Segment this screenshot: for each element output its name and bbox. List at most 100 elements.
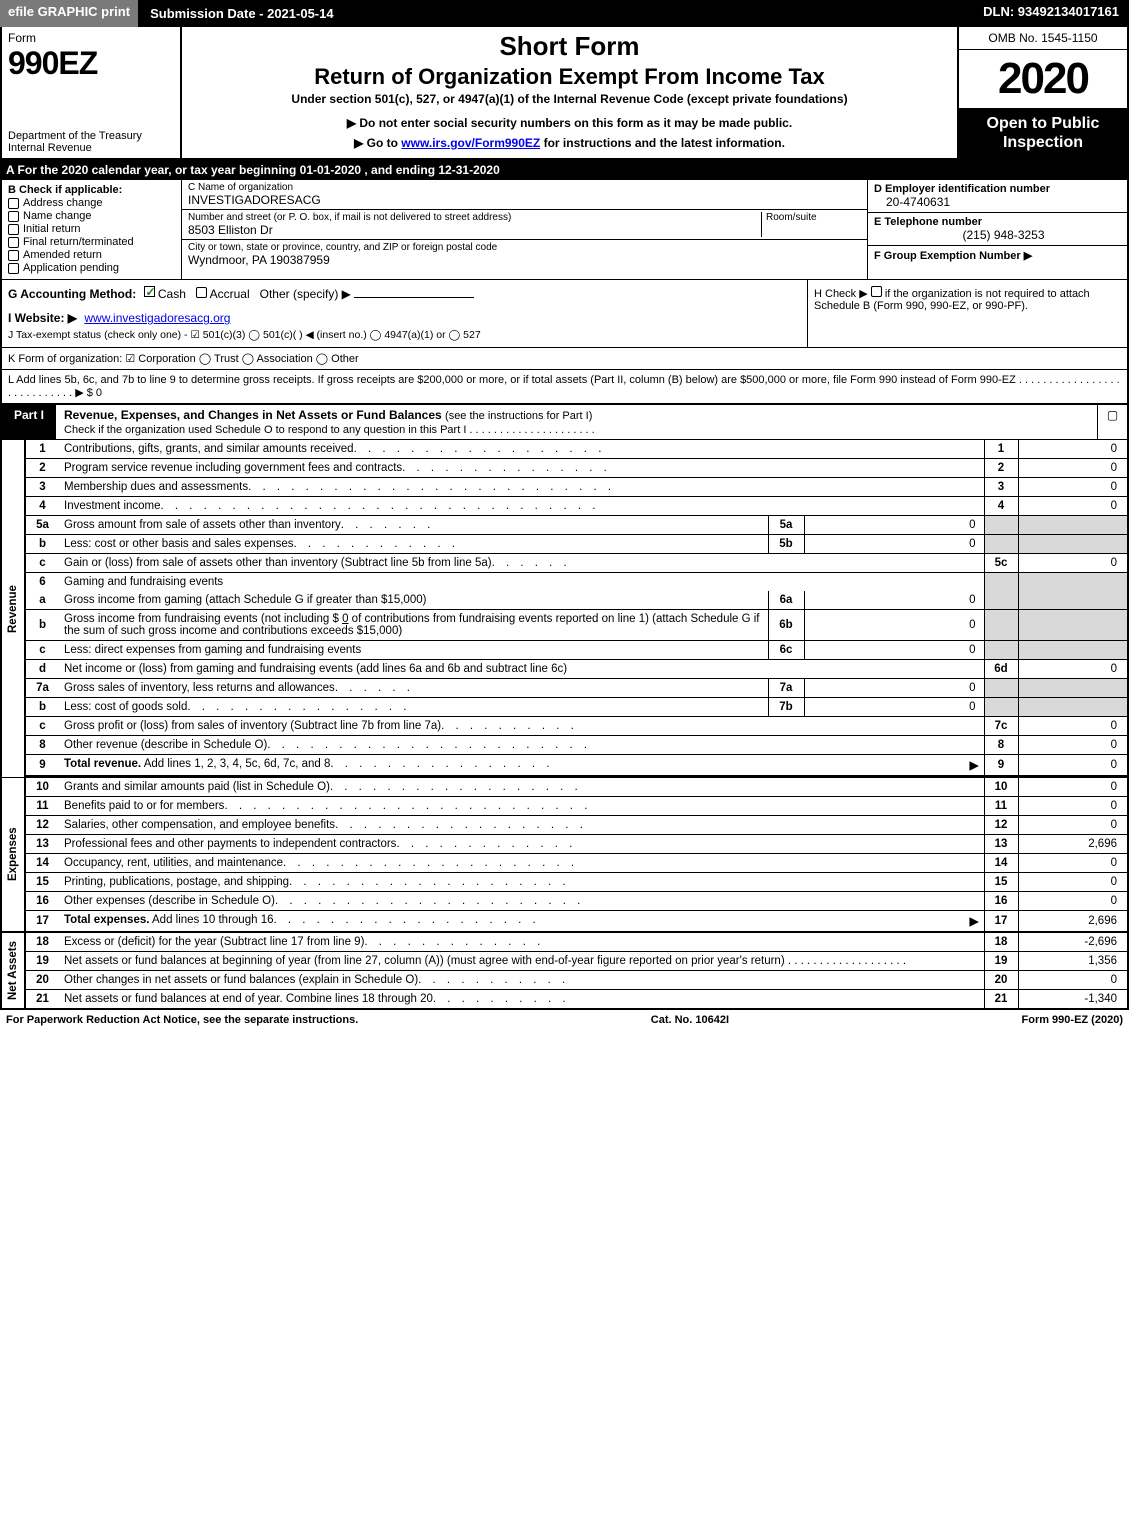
other-specify-field[interactable]: [354, 297, 474, 298]
line-5a: 5a Gross amount from sale of assets othe…: [1, 516, 1128, 535]
l5c-val: 0: [1018, 554, 1128, 573]
l14-desc: Occupancy, rent, utilities, and maintena…: [64, 857, 283, 869]
l12-desc: Salaries, other compensation, and employ…: [64, 819, 335, 831]
dots-icon: . . . . . . . . . . . . . . . . . .: [335, 819, 978, 831]
l21-desc: Net assets or fund balances at end of ye…: [64, 993, 433, 1005]
other-label: Other (specify) ▶: [260, 287, 351, 301]
instructions-suffix: for instructions and the latest informat…: [544, 136, 785, 150]
l4-desc: Investment income: [64, 500, 161, 512]
box-b-label: B Check if applicable:: [8, 184, 175, 196]
l6b-num: b: [25, 610, 59, 641]
l7b-desc: Less: cost of goods sold: [64, 701, 187, 713]
l15-num: 15: [25, 873, 59, 892]
address-change-label: Address change: [23, 197, 103, 209]
cash-checkbox[interactable]: [144, 286, 155, 297]
tax-exempt-status-line: J Tax-exempt status (check only one) - ☑…: [8, 329, 801, 341]
box-c: C Name of organization INVESTIGADORESACG…: [182, 180, 867, 279]
header-center: Short Form Return of Organization Exempt…: [182, 27, 957, 158]
initial-return-checkbox[interactable]: [8, 224, 19, 235]
efile-print-button[interactable]: efile GRAPHIC print: [0, 0, 138, 27]
form-word: Form: [8, 31, 174, 45]
grey-cell: [984, 591, 1018, 610]
line-13: 13 Professional fees and other payments …: [1, 835, 1128, 854]
website-link[interactable]: www.investigadoresacg.org: [84, 311, 230, 325]
final-return-checkbox[interactable]: [8, 237, 19, 248]
l20-rn: 20: [984, 971, 1018, 990]
dots-icon: . . . . . . . . . . . . . . . . . . . .: [289, 876, 978, 888]
final-return-label: Final return/terminated: [23, 236, 134, 248]
l5a-sv: 0: [804, 516, 984, 535]
l15-desc: Printing, publications, postage, and shi…: [64, 876, 289, 888]
org-addr-cell: Number and street (or P. O. box, if mail…: [182, 210, 867, 240]
line-1: Revenue 1 Contributions, gifts, grants, …: [1, 440, 1128, 459]
l21-num: 21: [25, 990, 59, 1010]
l10-num: 10: [25, 777, 59, 797]
l13-num: 13: [25, 835, 59, 854]
line-9: 9 Total revenue. Add lines 1, 2, 3, 4, 5…: [1, 755, 1128, 776]
l11-num: 11: [25, 797, 59, 816]
l16-desc: Other expenses (describe in Schedule O): [64, 895, 275, 907]
l15-rn: 15: [984, 873, 1018, 892]
dots-icon: . . . . . .: [335, 682, 763, 694]
amended-return-checkbox[interactable]: [8, 250, 19, 261]
line-4: 4 Investment income . . . . . . . . . . …: [1, 497, 1128, 516]
initial-return-label: Initial return: [23, 223, 80, 235]
form-number: 990EZ: [8, 45, 174, 82]
dots-icon: . . . . . . . . . . . . . . . . . . .: [273, 914, 969, 928]
amended-return-label: Amended return: [23, 249, 102, 261]
l6d-val: 0: [1018, 660, 1128, 679]
l7b-num: b: [25, 698, 59, 717]
l2-rn: 2: [984, 459, 1018, 478]
dots-icon: . . . . . . . . . . . . .: [364, 936, 978, 948]
l20-val: 0: [1018, 971, 1128, 990]
l12-rn: 12: [984, 816, 1018, 835]
l14-num: 14: [25, 854, 59, 873]
part1-check-cell[interactable]: ▢: [1097, 405, 1127, 439]
form-subtitle: Under section 501(c), 527, or 4947(a)(1)…: [188, 92, 951, 106]
header-left: Form 990EZ Department of the Treasury In…: [2, 27, 182, 158]
part1-subtitle: Check if the organization used Schedule …: [64, 424, 595, 436]
org-name-cell: C Name of organization INVESTIGADORESACG: [182, 180, 867, 210]
name-change-checkbox[interactable]: [8, 211, 19, 222]
box-h: H Check ▶ if the organization is not req…: [807, 280, 1127, 347]
expenses-side-label: Expenses: [1, 777, 25, 932]
l1-val: 0: [1018, 440, 1128, 459]
dots-icon: . . . . . . . . . .: [433, 993, 979, 1005]
l6a-desc: Gross income from gaming (attach Schedul…: [59, 591, 768, 610]
grey-cell: [1018, 591, 1128, 610]
org-city-value: Wyndmoor, PA 190387959: [188, 253, 861, 267]
org-addr-label: Number and street (or P. O. box, if mail…: [188, 212, 761, 223]
instructions-link[interactable]: www.irs.gov/Form990EZ: [401, 136, 540, 150]
l8-num: 8: [25, 736, 59, 755]
l13-rn: 13: [984, 835, 1018, 854]
dots-icon: . . . . . . . . . . . . . . . .: [187, 701, 762, 713]
l19-rn: 19: [984, 952, 1018, 971]
h-checkbox[interactable]: [871, 286, 882, 297]
line-11: 11 Benefits paid to or for members . . .…: [1, 797, 1128, 816]
grey-cell: [984, 610, 1018, 641]
l9-desc: Add lines 1, 2, 3, 4, 5c, 6d, 7c, and 8: [144, 758, 331, 770]
dots-icon: . . . . . . . . . . . . . . . . . . . . …: [224, 800, 978, 812]
line-6c: c Less: direct expenses from gaming and …: [1, 641, 1128, 660]
org-city-cell: City or town, state or province, country…: [182, 240, 867, 269]
l21-val: -1,340: [1018, 990, 1128, 1010]
box-f: F Group Exemption Number ▶: [868, 246, 1127, 265]
line-21: 21 Net assets or fund balances at end of…: [1, 990, 1128, 1010]
part1-title-note: (see the instructions for Part I): [445, 410, 592, 422]
application-pending-checkbox[interactable]: [8, 263, 19, 274]
l9-rn: 9: [984, 755, 1018, 776]
line-6b: b Gross income from fundraising events (…: [1, 610, 1128, 641]
address-change-checkbox[interactable]: [8, 198, 19, 209]
grey-cell: [984, 641, 1018, 660]
l11-val: 0: [1018, 797, 1128, 816]
l5b-sn: 5b: [768, 535, 804, 554]
l17-desc-bold: Total expenses.: [64, 914, 149, 926]
box-l: L Add lines 5b, 6c, and 7b to line 9 to …: [0, 370, 1129, 405]
line-5b: b Less: cost or other basis and sales ex…: [1, 535, 1128, 554]
l11-rn: 11: [984, 797, 1018, 816]
l15-val: 0: [1018, 873, 1128, 892]
grey-cell: [1018, 573, 1128, 592]
line-20: 20 Other changes in net assets or fund b…: [1, 971, 1128, 990]
accrual-checkbox[interactable]: [196, 287, 207, 298]
l5b-sv: 0: [804, 535, 984, 554]
